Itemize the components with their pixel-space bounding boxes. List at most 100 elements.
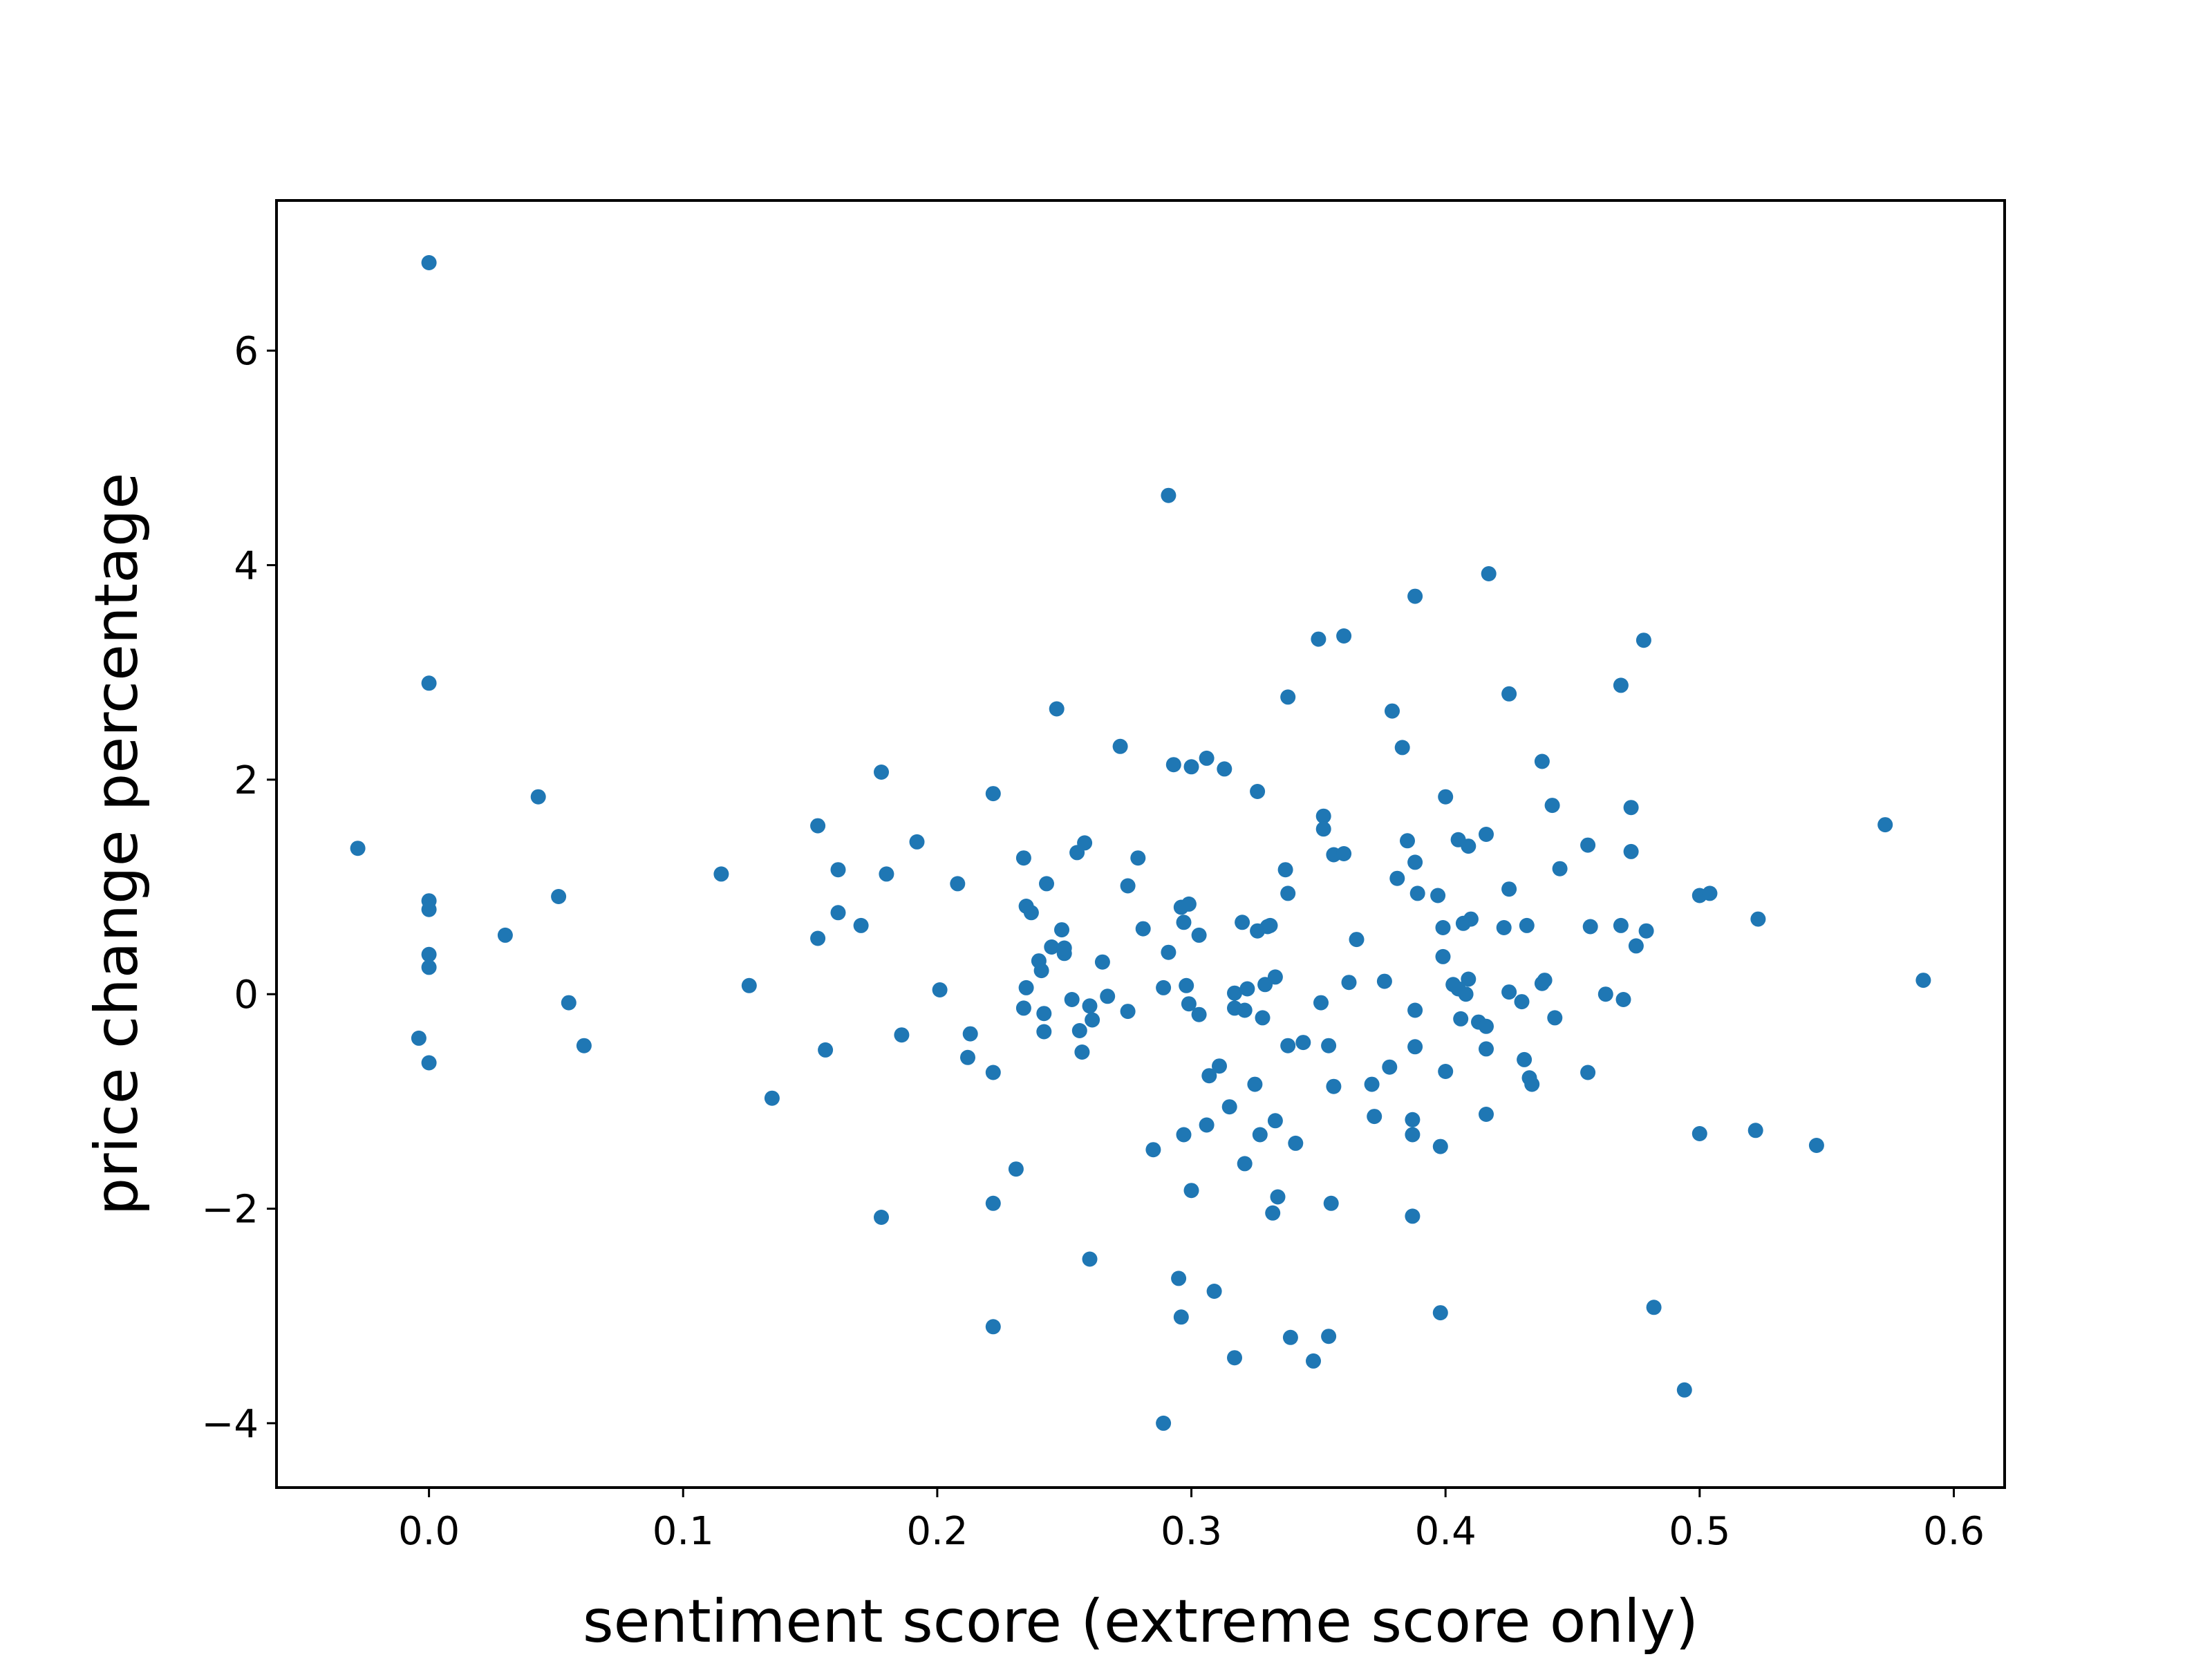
data-point (1364, 1076, 1380, 1092)
data-point (1461, 838, 1477, 854)
data-point (1265, 1205, 1281, 1221)
data-point (985, 786, 1001, 802)
data-point (1179, 977, 1194, 993)
data-point (1280, 1038, 1296, 1053)
data-point (1432, 1138, 1448, 1154)
data-point (1008, 1161, 1024, 1177)
data-point (1405, 1208, 1421, 1224)
data-point (1221, 1099, 1237, 1115)
data-point (1049, 701, 1065, 717)
data-point (1407, 1002, 1423, 1018)
data-point (1227, 985, 1242, 1001)
data-point (1044, 939, 1060, 955)
data-point (1120, 1004, 1136, 1020)
data-point (1534, 753, 1550, 769)
data-point (1638, 923, 1654, 939)
data-point (1161, 487, 1177, 503)
data-point (1280, 689, 1296, 705)
data-point (1435, 920, 1451, 935)
data-point (1120, 878, 1136, 894)
data-point (1100, 988, 1116, 1004)
y-axis-ticks: −4 −2 0 2 4 6 (201, 329, 276, 1447)
data-point (1461, 971, 1477, 987)
data-point (1306, 1353, 1321, 1369)
data-point (1077, 835, 1093, 851)
data-point (421, 946, 437, 962)
data-point (1165, 757, 1181, 773)
data-point (421, 901, 437, 917)
data-point (1176, 915, 1192, 930)
data-point (1085, 1012, 1100, 1028)
data-point (421, 675, 437, 691)
data-point (1321, 1038, 1337, 1053)
data-point (1341, 975, 1357, 991)
data-point (1071, 1023, 1087, 1038)
data-point (874, 765, 889, 780)
data-point (1315, 808, 1331, 824)
data-point (1239, 981, 1255, 997)
data-point (894, 1027, 910, 1043)
x-tick-label: 0.3 (1161, 1509, 1222, 1554)
data-point (810, 818, 826, 834)
data-point (1524, 1076, 1540, 1092)
x-tick-label: 0.1 (653, 1509, 714, 1554)
x-tick-label: 0.4 (1415, 1509, 1477, 1554)
data-point (1544, 798, 1560, 814)
data-point (1635, 632, 1651, 648)
data-point (1580, 837, 1596, 853)
x-axis-title: sentiment score (extreme score only) (583, 1587, 1698, 1656)
data-point (1280, 885, 1296, 901)
data-point (1382, 1059, 1398, 1075)
data-point (1156, 980, 1172, 995)
data-point (1237, 1156, 1253, 1172)
data-point (985, 1195, 1001, 1211)
data-point (1389, 870, 1405, 886)
data-point (932, 982, 948, 997)
data-point (1405, 1127, 1421, 1143)
data-point (1479, 1018, 1494, 1034)
data-point (1514, 994, 1530, 1010)
data-point (1036, 1024, 1052, 1040)
data-point (1479, 1041, 1494, 1057)
data-point (1181, 896, 1197, 912)
data-point (1262, 917, 1278, 933)
data-point (551, 889, 567, 904)
data-point (985, 1065, 1001, 1080)
data-point (1336, 846, 1352, 861)
data-point (1702, 885, 1718, 901)
data-point (1201, 1068, 1217, 1084)
data-point (1915, 973, 1931, 988)
data-point (764, 1090, 780, 1106)
data-point (1135, 921, 1151, 937)
data-points (350, 255, 1931, 1431)
data-point (1501, 881, 1517, 897)
data-point (1407, 854, 1423, 870)
data-point (1479, 827, 1494, 842)
y-tick-label: −4 (201, 1402, 259, 1447)
data-point (1438, 1064, 1454, 1079)
data-point (1580, 1065, 1596, 1080)
data-point (1039, 876, 1054, 892)
data-point (421, 959, 437, 975)
y-tick-label: 0 (234, 973, 259, 1018)
data-point (1267, 969, 1283, 985)
data-point (1519, 917, 1535, 933)
data-point (1313, 995, 1329, 1011)
data-point (1023, 905, 1039, 921)
data-point (1517, 1051, 1533, 1067)
data-point (1082, 1251, 1098, 1267)
data-point (1747, 1123, 1763, 1138)
data-point (1036, 1006, 1052, 1022)
data-point (1321, 1329, 1337, 1344)
data-point (1501, 686, 1517, 702)
data-point (1282, 1329, 1298, 1345)
data-point (1112, 738, 1128, 754)
data-point (950, 876, 966, 892)
data-point (1199, 1117, 1215, 1133)
data-point (1323, 1195, 1339, 1211)
data-point (1033, 963, 1049, 979)
data-point (1409, 885, 1425, 901)
data-point (1288, 1135, 1304, 1151)
